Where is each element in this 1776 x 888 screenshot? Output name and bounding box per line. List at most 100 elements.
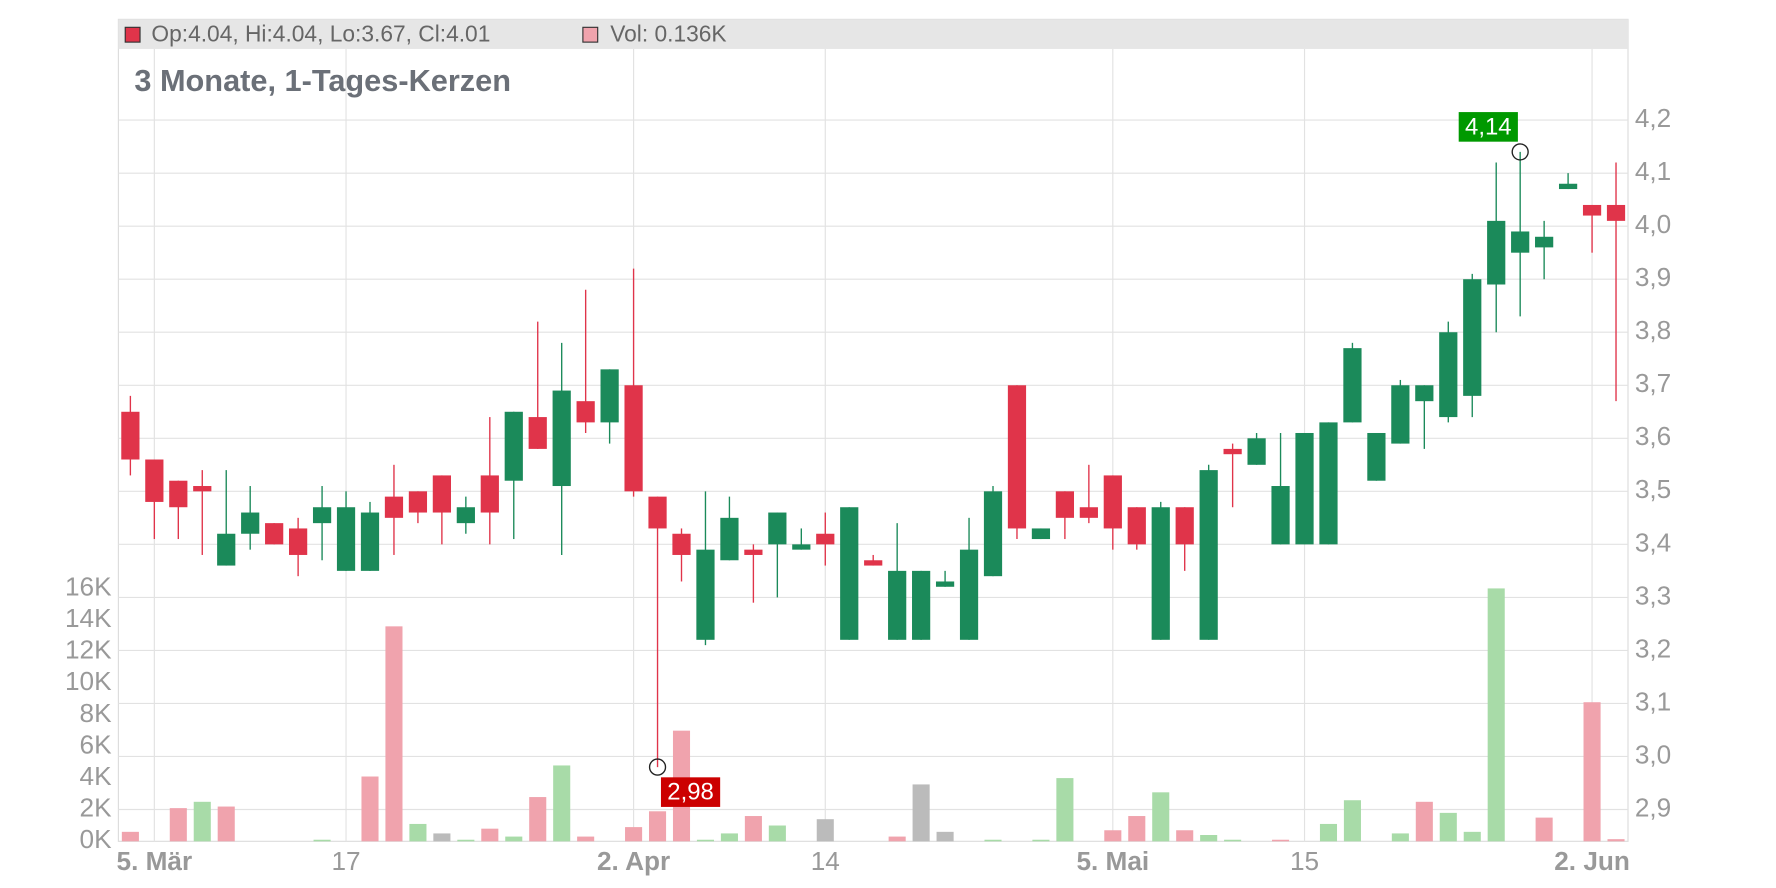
x-tick-label: 2. Jun [1554,846,1630,876]
annotation-box [1458,112,1518,142]
y-tick-label: 3,1 [1635,686,1671,716]
candle-body [169,480,188,508]
candle-body [336,507,356,571]
volume-bar [121,831,139,842]
volume-bar [529,797,547,842]
y-tick-label: 3,8 [1635,315,1671,345]
volume-bar [313,839,331,842]
candle-body [312,507,332,524]
candle-body [1511,231,1530,253]
candle-body [744,549,763,555]
candle-body [504,411,523,481]
volume-bar [433,833,451,842]
candle-body [1223,448,1242,455]
volume-bar [1535,817,1553,842]
candle-body [816,533,835,545]
candle-body [840,507,859,640]
volume-bar [169,808,187,842]
candle-body [1247,438,1266,465]
volume-bar [481,828,499,842]
x-tick-label: 5. Mai [1076,846,1149,876]
volume-bar [1415,801,1433,842]
volume-bar [577,836,595,842]
volume-bar [553,765,571,842]
candle-body [121,411,140,460]
candle-body [600,369,619,423]
y2-tick-label: 6K [80,729,113,759]
volume-bar [1224,839,1242,842]
volume-bar [505,836,523,842]
candle-body [1439,332,1458,418]
volume-bar [1463,831,1481,842]
y2-tick-label: 10K [65,666,112,696]
candle-body [720,517,739,561]
candle-body [432,475,451,513]
candle-body [1319,422,1338,545]
volume-bar [385,626,403,842]
volume-bar [625,827,643,842]
volume-bar [1152,792,1170,842]
candle-body [768,512,787,545]
volume-bar [720,833,738,842]
annotation-label: 4,14 [1465,113,1512,140]
x-tick-label: 14 [811,846,840,876]
legend-bar [118,19,1628,49]
candle-body [456,507,475,524]
candle-body [1151,507,1170,640]
legend-volume: Vol: 0.136K [610,20,726,46]
candle-body [1271,486,1290,545]
candle-body [864,560,883,566]
volume-bar [936,831,954,842]
y2-tick-label: 14K [65,603,112,633]
candle-body [408,491,428,513]
volume-bar [768,825,786,842]
candle-body [1007,385,1027,529]
volume-bar [1487,588,1505,842]
volume-bar [1128,816,1146,842]
x-tick-label: 15 [1290,846,1319,876]
y-tick-label: 4,0 [1635,209,1671,239]
annotation-label: 2,98 [667,779,714,806]
candle-body [1606,204,1626,221]
annotation-box [660,777,721,807]
candle-body [552,390,571,487]
candle-body [360,512,380,571]
candle-body [1055,491,1075,518]
volume-bar [1607,839,1625,842]
candle-body [1415,385,1434,402]
volume-bar [984,839,1002,842]
volume-bar [1439,812,1457,842]
volume-bar [361,776,379,842]
candle-body [648,496,667,529]
candle-body [983,491,1003,577]
x-tick-label: 2. Apr [597,846,670,876]
volume-bar [888,836,906,842]
volume-bar [1176,830,1194,842]
legend-swatch [124,26,141,43]
y2-tick-label: 8K [80,698,113,728]
candle-body [792,544,811,550]
volume-bar [816,819,834,842]
volume-bar [409,823,427,842]
candle-body [1127,507,1146,545]
y2-tick-label: 12K [65,635,112,665]
annotation-marker [1511,143,1529,161]
volume-bar [193,801,211,842]
y-tick-label: 4,1 [1635,156,1671,186]
legend-swatch [582,26,599,43]
candle-body [672,533,691,555]
volume-bar [696,839,715,842]
volume-bar [1056,778,1074,842]
candle-body [1535,236,1554,248]
volume-bar [1343,800,1361,842]
y-tick-label: 3,3 [1635,580,1671,610]
candle-body [241,512,260,534]
candle-body [1031,528,1051,540]
y-tick-label: 2,9 [1635,792,1671,822]
candle-body [959,549,979,640]
candle-body [888,570,907,640]
candle-body [1582,204,1602,216]
y-tick-label: 3,9 [1635,262,1671,292]
volume-bar [1319,823,1338,842]
